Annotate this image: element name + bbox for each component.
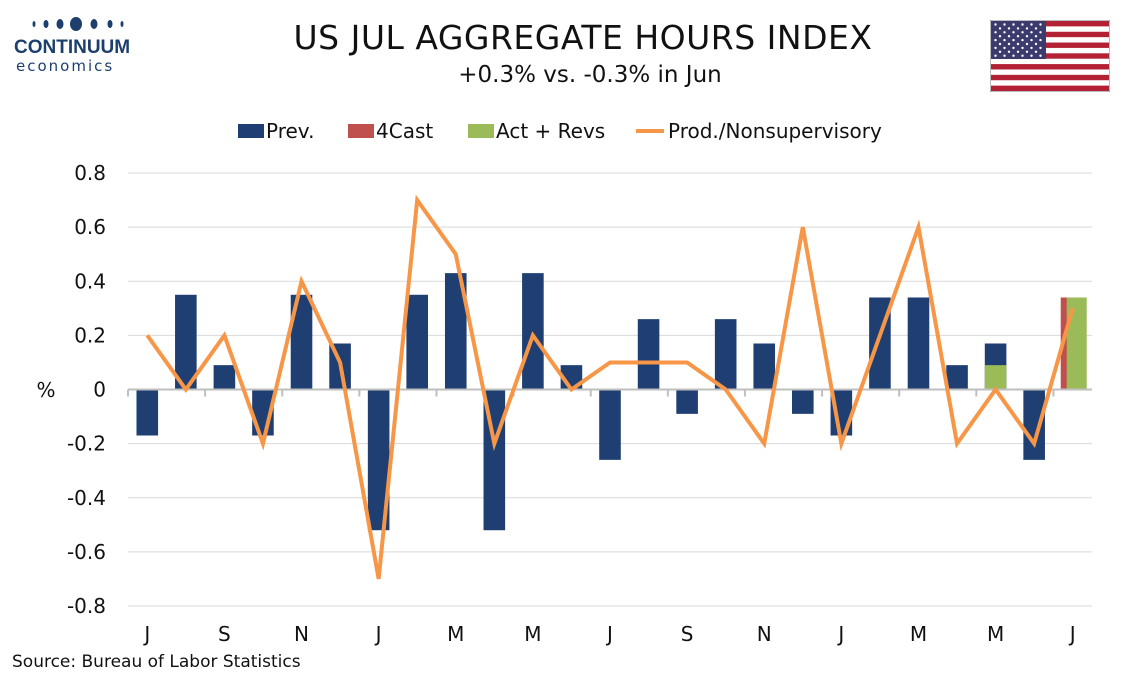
x-tick-label: S (218, 622, 231, 646)
x-tick-label: M (447, 622, 464, 646)
x-tick-label: J (605, 622, 613, 646)
y-tick-label: -0.6 (67, 540, 106, 564)
legend: Prev. 4Cast Act + Revs Prod./Nonsupervisory (238, 119, 882, 143)
x-tick-label: M (910, 622, 927, 646)
bar (599, 389, 621, 460)
y-tick-label: 0.6 (74, 215, 106, 239)
bar (946, 365, 968, 390)
bar (367, 389, 390, 531)
y-tick-label: 0.2 (74, 323, 106, 347)
bar (907, 297, 930, 390)
logo-name: CONTINUUM (14, 37, 131, 58)
x-tick-label: J (374, 622, 382, 646)
y-tick-label: -0.4 (67, 486, 106, 510)
us-flag-icon (990, 20, 1110, 92)
y-tick-label: 0 (93, 378, 106, 402)
line-series (145, 194, 1075, 580)
y-tick-label: -0.2 (67, 432, 106, 456)
y-tick-label: 0.4 (74, 269, 106, 293)
legend-swatch (468, 124, 494, 138)
logo-dots-icon (32, 17, 124, 31)
bar (290, 294, 313, 390)
x-tick-label: S (681, 622, 694, 646)
bars (136, 273, 1087, 531)
bar (522, 273, 544, 390)
logo: CONTINUUM economics (14, 16, 134, 74)
bar (792, 389, 814, 414)
x-tick-label: M (524, 622, 541, 646)
legend-swatch (348, 124, 374, 138)
bar (1066, 297, 1087, 390)
bar (213, 365, 236, 390)
y-tick-label: 0.8 (74, 161, 106, 185)
x-tick-label: M (987, 622, 1004, 646)
legend-label: Prev. (266, 119, 314, 143)
legend-label: 4Cast (376, 119, 433, 143)
bar (984, 365, 1007, 390)
x-tick-label: N (757, 622, 772, 646)
bar (175, 294, 197, 390)
x-tick-label: J (836, 622, 844, 646)
bar (136, 389, 159, 436)
x-tick-label: J (142, 622, 150, 646)
bar (676, 389, 698, 414)
bar (714, 319, 737, 390)
zero-axis (127, 388, 1092, 397)
chart-title: US JUL AGGREGATE HOURS INDEX (293, 18, 873, 57)
line-prod-nonsupervisory (145, 194, 1075, 580)
bar (444, 273, 467, 390)
bar (637, 319, 660, 390)
bar (1023, 389, 1045, 460)
x-tick-label: J (1068, 622, 1076, 646)
x-tick-label: N (294, 622, 309, 646)
y-axis-label: % (36, 378, 55, 402)
logo-subname: economics (16, 57, 115, 75)
legend-label: Act + Revs (496, 119, 605, 143)
legend-label: Prod./Nonsupervisory (668, 119, 882, 143)
source-note: Source: Bureau of Labor Statistics (12, 652, 301, 672)
chart-subtitle: +0.3% vs. -0.3% in Jun (458, 62, 722, 88)
legend-swatch (238, 124, 264, 138)
bar (406, 294, 428, 390)
bar (753, 343, 776, 390)
y-tick-label: -0.8 (67, 594, 106, 618)
y-axis-ticks: 0.8 0.6 0.4 0.2 0 -0.2 -0.4 -0.6 -0.8 (67, 161, 106, 618)
